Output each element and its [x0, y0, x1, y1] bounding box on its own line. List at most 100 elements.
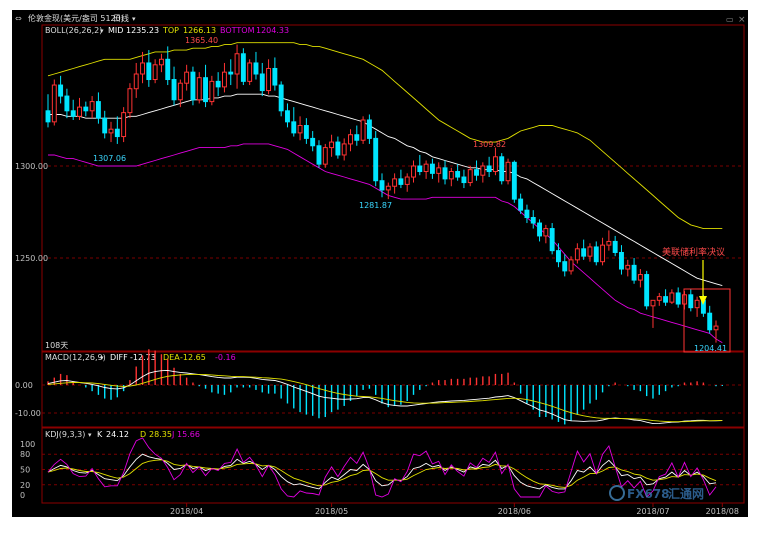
- candle: [637, 269, 643, 288]
- candle: [411, 160, 416, 183]
- candle: [190, 66, 196, 106]
- candle-body: [593, 246, 599, 263]
- candle-body: [524, 209, 530, 219]
- candle-body: [272, 67, 278, 86]
- candle-body: [322, 147, 328, 165]
- candle-body: [266, 67, 272, 92]
- annotation-low-1204: 1204.41: [694, 344, 727, 353]
- annotation-high-1365: 1365.40: [185, 36, 218, 45]
- candle: [310, 131, 316, 152]
- candle: [177, 79, 183, 108]
- close-icon[interactable]: ×: [738, 15, 746, 25]
- macd-dea-value: -12.65: [180, 353, 206, 362]
- kdj-grid: [42, 453, 744, 486]
- candle-body: [253, 62, 259, 75]
- annotation-high-1309: 1309.82: [473, 140, 506, 149]
- candle-body: [417, 165, 423, 173]
- candle-body: [108, 128, 114, 134]
- watermark-latin: FX678: [627, 487, 670, 501]
- candle: [184, 64, 190, 91]
- boll-dropdown-icon[interactable]: ▾: [100, 27, 104, 35]
- candle-body: [612, 240, 618, 253]
- candle: [133, 62, 139, 98]
- kdj-k-label: K: [97, 430, 103, 439]
- kdj-j-label: J: [171, 430, 174, 439]
- kdj-tick-50: 50: [20, 466, 30, 475]
- title-bar: ⇔ 伦敦金现(美元/盎司 5120) 日线 ▾ ▭ ×: [15, 13, 746, 25]
- menu-icon[interactable]: ⇔: [15, 14, 22, 23]
- boll-bands: [47, 42, 723, 343]
- candle: [165, 46, 171, 86]
- candle: [89, 96, 95, 119]
- candle-body: [348, 134, 353, 145]
- candle-body: [259, 73, 265, 92]
- candle: [335, 136, 341, 159]
- restore-icon[interactable]: ▭: [726, 15, 734, 24]
- candle: [253, 51, 259, 80]
- candle-body: [411, 165, 416, 178]
- candle-body: [354, 134, 360, 141]
- candle: [196, 72, 202, 104]
- macd-dea-line: [47, 373, 723, 423]
- period-dropdown-icon[interactable]: ▾: [132, 15, 136, 23]
- candle: [492, 147, 498, 176]
- candle-body: [442, 167, 448, 180]
- y-tick-1300: 1300.00: [15, 162, 48, 171]
- candle: [221, 62, 227, 93]
- candle-body: [140, 62, 145, 75]
- candle: [291, 107, 297, 137]
- candle: [675, 287, 681, 308]
- period-label[interactable]: 日线: [113, 13, 129, 23]
- annotation-low-1307: 1307.06: [93, 154, 126, 163]
- x-axis: 2018/04 2018/05 2018/06 2018/07 2018/08: [170, 503, 739, 516]
- candle: [593, 241, 599, 266]
- candle: [549, 223, 555, 255]
- candle: [316, 140, 322, 168]
- candle-body: [51, 84, 57, 123]
- candle: [360, 116, 366, 144]
- kdj-dropdown-icon[interactable]: ▾: [88, 431, 92, 439]
- candle: [524, 204, 530, 224]
- candle: [95, 92, 101, 124]
- candle: [688, 289, 694, 312]
- candle: [366, 114, 372, 144]
- candle-body: [555, 250, 561, 263]
- candle: [322, 143, 328, 168]
- candle-body: [221, 71, 227, 88]
- candle: [127, 83, 133, 119]
- candle-body: [379, 180, 385, 191]
- candle-body: [688, 294, 694, 309]
- candle: [278, 81, 284, 117]
- candle-body: [455, 171, 461, 178]
- candle: [266, 59, 272, 95]
- candle: [203, 64, 209, 108]
- macd-value: -0.16: [215, 353, 236, 362]
- candle: [329, 134, 335, 157]
- candle-body: [568, 259, 574, 272]
- candle-body: [600, 244, 606, 263]
- kdj-k-value: 24.12: [106, 430, 129, 439]
- candle-body: [228, 71, 234, 75]
- watermark: FX678 汇通网: [609, 485, 704, 501]
- candle: [373, 131, 379, 187]
- candle: [51, 79, 57, 126]
- macd-dropdown-icon[interactable]: ▾: [100, 354, 104, 362]
- candle: [140, 51, 145, 84]
- candle-body: [133, 73, 139, 90]
- candle-body: [429, 163, 435, 174]
- candle: [64, 88, 70, 119]
- kdj-tick-80: 80: [20, 450, 30, 459]
- candle-body: [190, 71, 196, 101]
- symbol-label: 伦敦金现(美元/盎司 5120): [28, 13, 124, 23]
- candle-body: [184, 71, 190, 84]
- candle-body: [644, 274, 650, 307]
- candle-body: [436, 167, 442, 174]
- candle-body: [707, 312, 713, 331]
- candle-body: [335, 141, 341, 156]
- kdj-tick-0: 0: [20, 491, 25, 500]
- x-tick-2018/04: 2018/04: [170, 507, 203, 516]
- boll-bottom-line: [48, 143, 723, 343]
- candle: [663, 289, 669, 306]
- candle: [505, 158, 511, 185]
